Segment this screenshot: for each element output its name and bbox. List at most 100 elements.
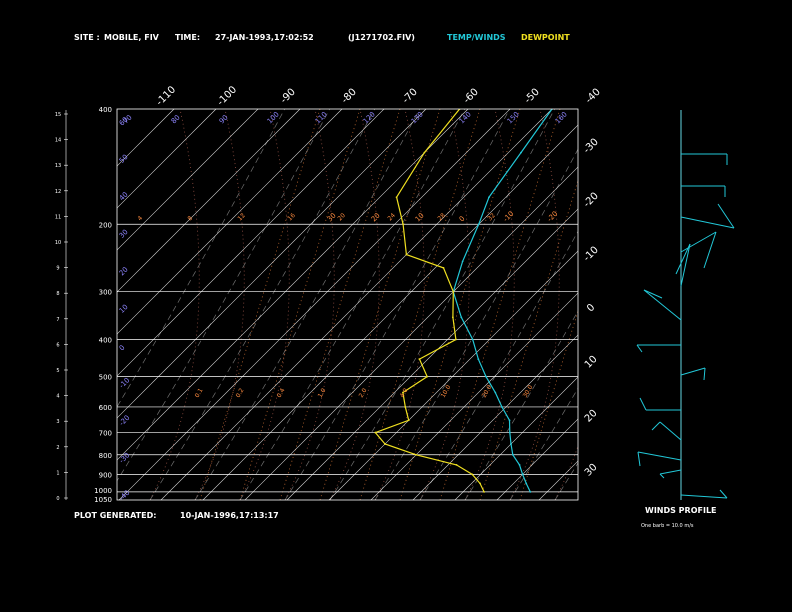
plot-frame	[116, 108, 579, 501]
top-temp-tick: -90	[279, 87, 298, 106]
isotherm-line	[117, 109, 427, 419]
top-temp-tick: -40	[584, 87, 603, 106]
right-temp-tick: 30	[583, 462, 600, 479]
dewpoint-point	[455, 463, 458, 466]
temperature-point	[485, 375, 487, 378]
isotherm-line	[665, 109, 792, 500]
wind-barb-shaft	[659, 421, 682, 441]
time-label: TIME:	[175, 33, 201, 42]
isotherm-line	[581, 109, 792, 500]
dry-adiabat	[284, 109, 511, 500]
moist-adiabat	[149, 109, 200, 500]
lower-mixing-label: 1.0	[317, 387, 328, 399]
mixing-ratio-line	[359, 109, 481, 500]
wind-barb-flag	[643, 289, 663, 299]
temperature-point	[460, 316, 463, 319]
moist-adiabat	[239, 109, 290, 500]
legend-temp-winds: TEMP/WINDS	[447, 33, 506, 42]
theta-label: 150	[506, 110, 521, 125]
dry-adiabat-label: 50	[118, 153, 130, 165]
dewpoint-point	[418, 358, 421, 361]
moist-adiabat	[554, 444, 578, 500]
pressure-label: 400	[99, 106, 112, 114]
dewpoint-point	[405, 253, 408, 256]
isotherm-line	[117, 109, 301, 293]
dewpoint-point	[452, 290, 455, 293]
lower-mixing-label: 0.1	[194, 387, 205, 399]
saturation-label: -20	[546, 210, 560, 224]
right-temp-tick: -30	[582, 137, 601, 156]
wind-barb-flag	[637, 451, 641, 467]
isotherm-line	[160, 109, 553, 500]
top-temp-tick: -100	[215, 84, 239, 108]
isotherm-line	[286, 208, 578, 500]
mixing-ratio-line	[479, 179, 578, 500]
moist-adiabat	[464, 109, 515, 500]
pressure-label: 900	[99, 471, 112, 479]
temperature-point	[518, 463, 521, 466]
mixing-ratio-line	[519, 309, 578, 500]
isotherm-line	[117, 109, 343, 335]
dry-adiabat-label: 0	[118, 344, 127, 353]
height-tick-label: 15	[55, 112, 61, 118]
moist-adiabat	[374, 109, 425, 500]
dry-adiabat	[419, 230, 578, 500]
wind-barb-shaft	[643, 289, 682, 321]
height-tick-label: 10	[55, 240, 61, 246]
dewpoint-line	[374, 109, 485, 493]
mixing-ratio-label: 16	[286, 212, 296, 222]
saturation-label: -10	[502, 210, 516, 224]
mixing-ratio-label: 8	[186, 215, 194, 223]
isotherm-line	[623, 109, 792, 500]
site-value: MOBILE, FIV	[104, 33, 159, 42]
right-temp-tick: -20	[582, 191, 601, 210]
mixing-ratio-label: 32	[486, 212, 496, 222]
theta-label: 70	[122, 113, 134, 125]
mixing-ratio-line	[439, 109, 561, 500]
legend-dewpoint: DEWPOINT	[521, 33, 570, 42]
winds-profile-title: WINDS PROFILE	[645, 506, 717, 515]
mixing-ratio-label: 20	[336, 212, 346, 222]
wind-barb-flag	[675, 243, 691, 275]
height-tick-label: 6	[56, 342, 59, 348]
lower-mixing-label: 0.4	[276, 387, 287, 399]
file-name: (J1271702.FIV)	[348, 33, 415, 42]
mixing-ratio-line	[279, 109, 401, 500]
moist-adiabat	[419, 109, 470, 500]
dry-adiabat	[194, 109, 421, 500]
dewpoint-point	[479, 482, 481, 485]
isotherm-line	[117, 109, 469, 461]
dry-adiabat	[149, 109, 376, 500]
dewpoint-point	[395, 196, 398, 199]
wind-barb-shaft	[680, 216, 735, 229]
temperature-point	[477, 358, 480, 361]
dewpoint-point	[407, 419, 410, 422]
dry-adiabat	[554, 462, 578, 500]
temperature-point	[500, 406, 503, 408]
isotherm-line	[117, 109, 217, 209]
lower-mixing-label: 4.0	[399, 387, 410, 399]
saturation-label: 10	[414, 211, 426, 223]
dry-adiabat-label: -10	[118, 376, 132, 390]
plot-generated-label: PLOT GENERATED:	[74, 511, 157, 520]
isotherm-line	[412, 334, 578, 500]
mixing-ratio-line	[399, 109, 521, 500]
top-temp-tick: -80	[340, 87, 359, 106]
height-tick-label: 0	[56, 496, 59, 502]
theta-label: 120	[362, 110, 377, 125]
moist-adiabat	[284, 109, 335, 500]
moist-adiabat	[194, 109, 245, 500]
mixing-ratio-label: 4	[136, 215, 144, 223]
plot-area	[117, 109, 792, 500]
dewpoint-point	[374, 431, 377, 434]
temperature-line	[452, 109, 553, 493]
wind-barb-flag	[717, 203, 735, 229]
temperature-point	[508, 419, 511, 422]
temperature-point	[488, 196, 490, 199]
dry-adiabat-label: 10	[118, 303, 130, 315]
winds-barb-note: One barb = 10.0 m/s	[641, 523, 694, 529]
dewpoint-point	[471, 473, 474, 476]
theta-label: 140	[458, 110, 473, 125]
height-tick-label: 2	[56, 445, 59, 451]
